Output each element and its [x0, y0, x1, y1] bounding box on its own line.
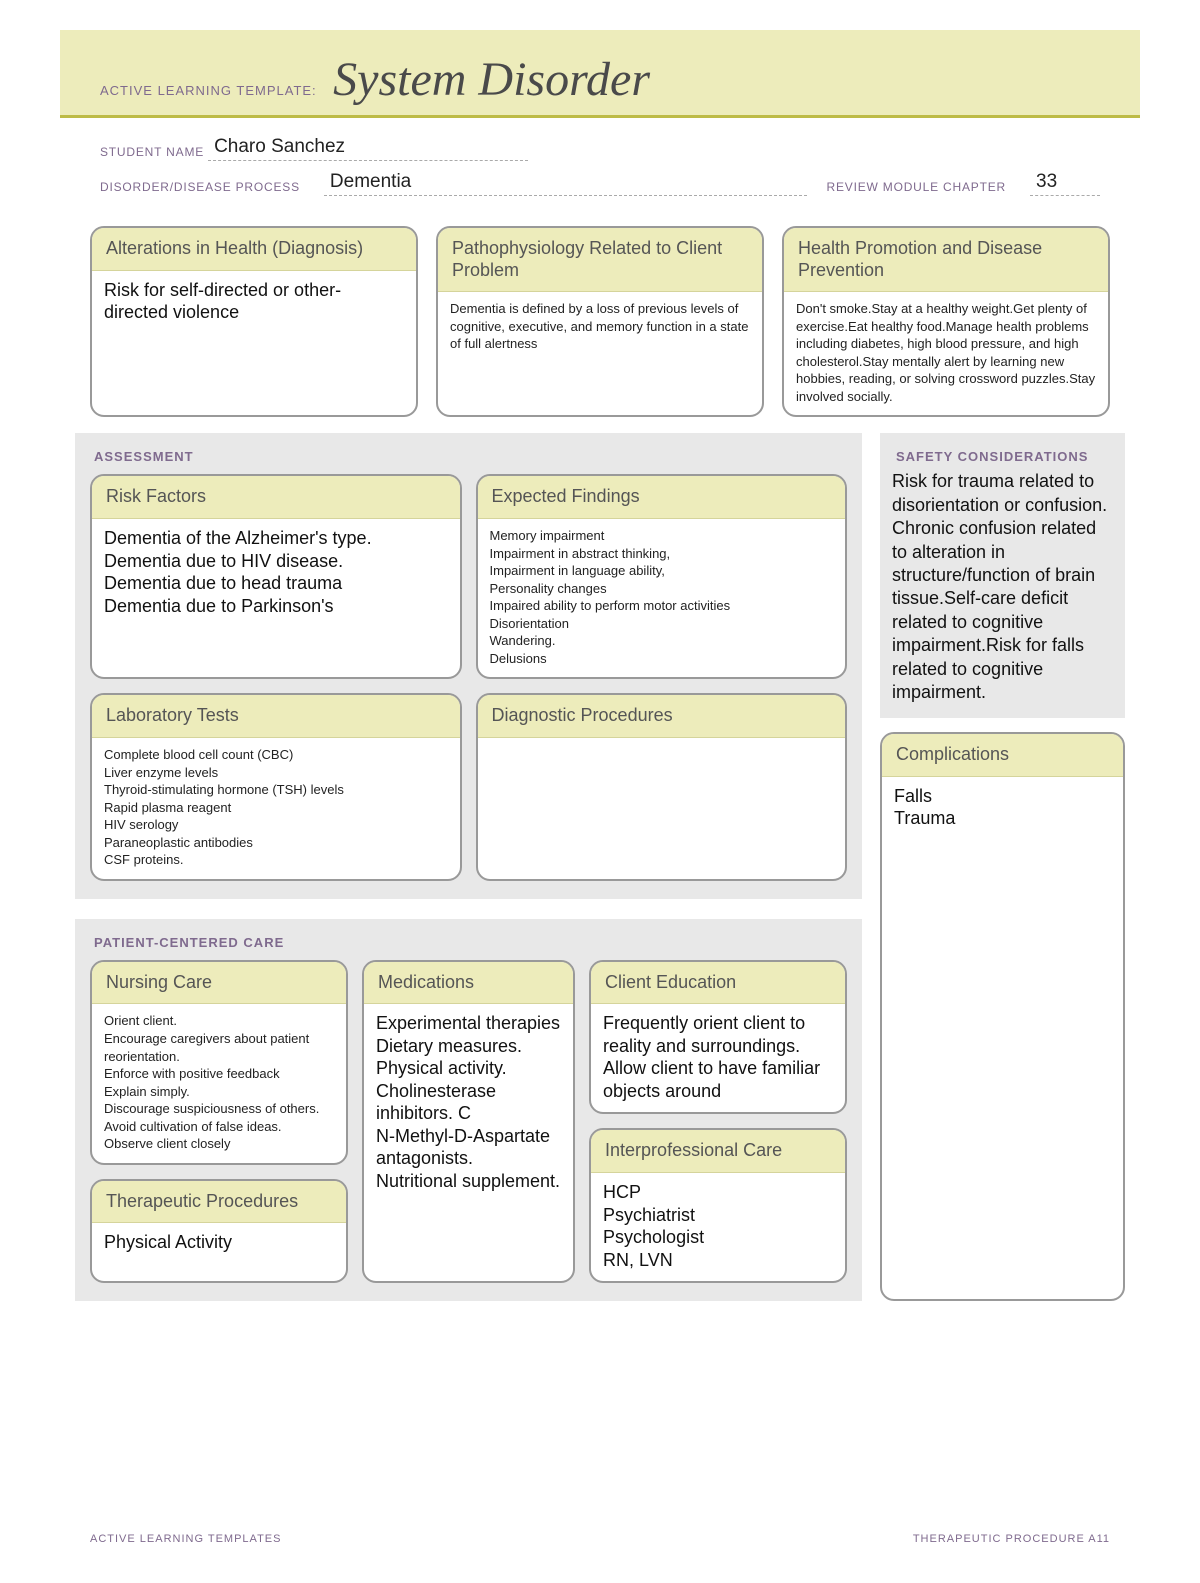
chapter-value: 33 [1030, 171, 1100, 196]
risk-factors-title: Risk Factors [92, 476, 460, 519]
risk-factors-body: Dementia of the Alzheimer's type. Dement… [92, 519, 460, 627]
risk-factors-card: Risk Factors Dementia of the Alzheimer's… [90, 474, 462, 679]
disorder-value: Dementia [324, 171, 807, 196]
laboratory-tests-card: Laboratory Tests Complete blood cell cou… [90, 693, 462, 880]
diagnostic-procedures-body [478, 738, 846, 756]
assessment-title: ASSESSMENT [94, 449, 847, 464]
complications-title: Complications [882, 734, 1123, 777]
therapeutic-procedures-body: Physical Activity [92, 1223, 346, 1264]
nursing-care-body: Orient client. Encourage caregivers abou… [92, 1004, 346, 1162]
footer-left: ACTIVE LEARNING TEMPLATES [90, 1533, 281, 1545]
disorder-label: DISORDER/DISEASE PROCESS [100, 180, 300, 196]
pcc-section: PATIENT-CENTERED CARE Nursing Care Orien… [75, 919, 862, 1301]
medications-body: Experimental therapies Dietary measures.… [364, 1004, 573, 1202]
meta-fields: STUDENT NAME Charo Sanchez DISORDER/DISE… [60, 118, 1140, 196]
pathophysiology-card: Pathophysiology Related to Client Proble… [436, 226, 764, 417]
complications-card: Complications Falls Trauma [880, 732, 1125, 1301]
interprofessional-care-card: Interprofessional Care HCP Psychiatrist … [589, 1128, 847, 1283]
assessment-section: ASSESSMENT Risk Factors Dementia of the … [75, 433, 862, 898]
medications-title: Medications [364, 962, 573, 1005]
complications-body: Falls Trauma [882, 777, 1123, 840]
therapeutic-procedures-card: Therapeutic Procedures Physical Activity [90, 1179, 348, 1283]
main-layout: ASSESSMENT Risk Factors Dementia of the … [75, 425, 1125, 1301]
chapter-label: REVIEW MODULE CHAPTER [827, 180, 1007, 196]
header-band: ACTIVE LEARNING TEMPLATE: System Disorde… [60, 30, 1140, 118]
footer-right: THERAPEUTIC PROCEDURE A11 [913, 1533, 1110, 1545]
laboratory-tests-title: Laboratory Tests [92, 695, 460, 738]
pathophysiology-body: Dementia is defined by a loss of previou… [438, 292, 762, 363]
top-three-cards: Alterations in Health (Diagnosis) Risk f… [75, 226, 1125, 417]
alterations-title: Alterations in Health (Diagnosis) [92, 228, 416, 271]
safety-title: SAFETY CONSIDERATIONS [896, 449, 1113, 464]
expected-findings-card: Expected Findings Memory impairment Impa… [476, 474, 848, 679]
template-type-label: ACTIVE LEARNING TEMPLATE: [100, 83, 317, 98]
diagnostic-procedures-title: Diagnostic Procedures [478, 695, 846, 738]
laboratory-tests-body: Complete blood cell count (CBC) Liver en… [92, 738, 460, 879]
expected-findings-title: Expected Findings [478, 476, 846, 519]
health-promotion-card: Health Promotion and Disease Prevention … [782, 226, 1110, 417]
interprofessional-care-title: Interprofessional Care [591, 1130, 845, 1173]
nursing-care-title: Nursing Care [92, 962, 346, 1005]
client-education-title: Client Education [591, 962, 845, 1005]
pathophysiology-title: Pathophysiology Related to Client Proble… [438, 228, 762, 292]
student-name-label: STUDENT NAME [100, 145, 204, 161]
student-name-value: Charo Sanchez [208, 136, 528, 161]
client-education-card: Client Education Frequently orient clien… [589, 960, 847, 1115]
left-column: ASSESSMENT Risk Factors Dementia of the … [75, 425, 862, 1301]
therapeutic-procedures-title: Therapeutic Procedures [92, 1181, 346, 1224]
client-education-body: Frequently orient client to reality and … [591, 1004, 845, 1112]
health-promotion-body: Don't smoke.Stay at a healthy weight.Get… [784, 292, 1108, 415]
alterations-body: Risk for self-directed or other-directed… [92, 271, 416, 334]
alterations-card: Alterations in Health (Diagnosis) Risk f… [90, 226, 418, 417]
template-title: System Disorder [333, 52, 650, 107]
page-footer: ACTIVE LEARNING TEMPLATES THERAPEUTIC PR… [60, 1503, 1140, 1555]
expected-findings-body: Memory impairment Impairment in abstract… [478, 519, 846, 677]
content-area: Alterations in Health (Diagnosis) Risk f… [60, 226, 1140, 1301]
interprofessional-care-body: HCP Psychiatrist Psychologist RN, LVN [591, 1173, 845, 1281]
diagnostic-procedures-card: Diagnostic Procedures [476, 693, 848, 880]
nursing-care-card: Nursing Care Orient client. Encourage ca… [90, 960, 348, 1165]
health-promotion-title: Health Promotion and Disease Prevention [784, 228, 1108, 292]
right-column: SAFETY CONSIDERATIONS Risk for trauma re… [880, 425, 1125, 1301]
safety-body: Risk for trauma related to disorientatio… [892, 470, 1113, 704]
pcc-title: PATIENT-CENTERED CARE [94, 935, 847, 950]
safety-section: SAFETY CONSIDERATIONS Risk for trauma re… [880, 433, 1125, 718]
medications-card: Medications Experimental therapies Dieta… [362, 960, 575, 1283]
